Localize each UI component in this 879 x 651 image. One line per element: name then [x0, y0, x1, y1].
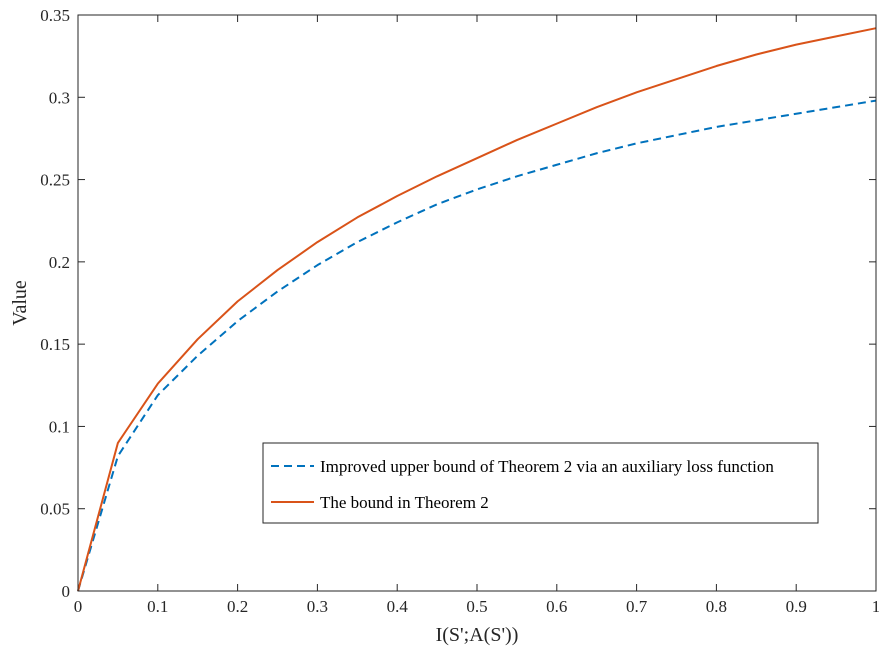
x-tick-label: 0.1 — [147, 597, 168, 616]
legend-label-theorem-bound: The bound in Theorem 2 — [320, 493, 489, 512]
y-tick-label: 0.05 — [40, 500, 70, 519]
theorem-bound-line — [77, 27, 877, 592]
y-axis-label: Value — [9, 280, 31, 326]
x-axis-label: I(S';A(S')) — [436, 624, 519, 646]
y-tick-label: 0.35 — [40, 6, 70, 25]
legend-box — [262, 442, 819, 524]
x-tick-label: 0.2 — [227, 597, 248, 616]
y-tick-label: 0.1 — [49, 417, 70, 436]
y-tick-label: 0.15 — [40, 335, 70, 354]
y-tick-label: 0.3 — [49, 88, 70, 107]
x-tick-label: 0 — [74, 597, 83, 616]
x-tick-label: 0.7 — [626, 597, 648, 616]
x-tick-label: 0.8 — [706, 597, 727, 616]
x-tick-label: 0.3 — [307, 597, 328, 616]
legend: Improved upper bound of Theorem 2 via an… — [262, 442, 819, 524]
series-layer — [77, 27, 877, 592]
x-tick-label: 0.4 — [387, 597, 409, 616]
x-tick-label: 1 — [872, 597, 879, 616]
plot-frame — [77, 14, 877, 592]
y-tick-labels: 0 0.05 0.1 0.15 0.2 0.25 0.3 0.35 — [40, 6, 70, 601]
y-tick-label: 0.25 — [40, 171, 70, 190]
y-tick-label: 0.2 — [49, 253, 70, 272]
x-tick-labels: 0 0.1 0.2 0.3 0.4 0.5 0.6 0.7 0.8 0.9 1 — [74, 597, 879, 616]
improved-bound-line — [77, 99, 877, 592]
legend-label-improved-bound: Improved upper bound of Theorem 2 via an… — [320, 457, 774, 476]
x-tick-label: 0.5 — [466, 597, 487, 616]
x-tick-label: 0.6 — [546, 597, 567, 616]
x-tick-label: 0.9 — [786, 597, 807, 616]
y-tick-label: 0 — [62, 582, 71, 601]
